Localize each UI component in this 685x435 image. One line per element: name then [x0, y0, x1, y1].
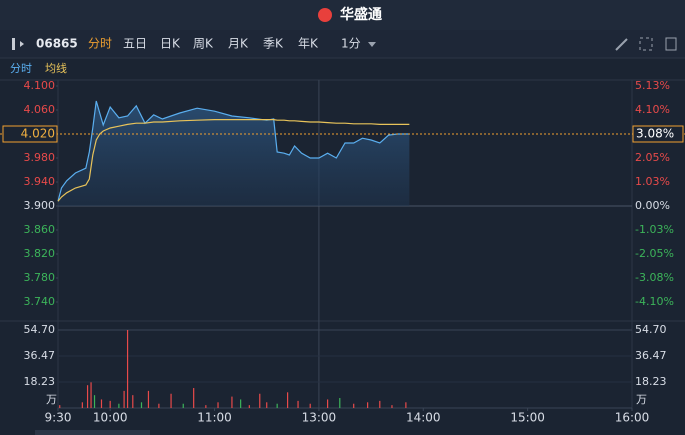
- y2-tick-label: 0.00%: [635, 199, 670, 212]
- y-tick-label: 54.70: [635, 323, 667, 336]
- y2-tick-label: -2.05%: [635, 247, 674, 260]
- volume-bar: [170, 393, 172, 408]
- volume-bar: [259, 393, 261, 408]
- dropdown-arrow[interactable]: [368, 42, 376, 47]
- y2-tick-label: -3.08%: [635, 271, 674, 284]
- volume-bar: [59, 405, 61, 408]
- average-line: [57, 119, 410, 202]
- tab[interactable]: 日K: [160, 37, 181, 51]
- legend-average: 均线: [45, 61, 67, 75]
- legend-price: 分时: [10, 62, 32, 75]
- last-change-box: [632, 125, 684, 143]
- logo: [318, 8, 332, 22]
- x-tick-label: 16:00: [615, 411, 650, 425]
- y-tick-label: 3.940: [24, 175, 56, 188]
- volume-bar: [81, 402, 83, 408]
- volume-unit: 万: [636, 393, 647, 406]
- volume-bar: [140, 402, 143, 408]
- y2-tick-label: -4.10%: [635, 295, 674, 308]
- x-tick-label: 15:00: [510, 411, 545, 425]
- y-tick-label: 3.900: [24, 199, 56, 212]
- last-change-label: 3.08%: [636, 127, 674, 141]
- y-tick-label: 3.860: [24, 223, 56, 236]
- x-tick-label: 13:00: [302, 411, 337, 425]
- volume-bar: [93, 395, 96, 408]
- volume-bar: [126, 330, 129, 408]
- volume-bar: [147, 390, 150, 408]
- volume-bar: [205, 405, 207, 408]
- last-price-label: 4.020: [21, 127, 55, 141]
- volume-bar: [118, 403, 120, 408]
- collapse-icon[interactable]: [12, 38, 15, 50]
- volume-bar: [90, 382, 92, 408]
- interval-select[interactable]: 1分: [341, 37, 361, 51]
- y2-tick-label: 1.03%: [635, 175, 670, 188]
- tab[interactable]: 月K: [228, 37, 249, 51]
- volume-bar: [276, 403, 278, 408]
- tab[interactable]: 五日: [123, 37, 147, 51]
- tab[interactable]: 分时: [88, 37, 112, 51]
- volume-bar: [182, 403, 184, 408]
- volume-bar: [309, 403, 311, 408]
- stock-code: 06865: [36, 37, 78, 51]
- volume-bar: [391, 405, 393, 408]
- toolbar: [0, 30, 685, 58]
- volume-bar: [339, 398, 341, 408]
- volume-bar: [353, 403, 355, 408]
- y-tick-label: 4.060: [24, 103, 56, 116]
- volume-bar: [379, 400, 381, 408]
- y-tick-label: 3.780: [24, 271, 56, 284]
- volume-bar: [287, 392, 289, 408]
- y-tick-label: 3.820: [24, 247, 56, 260]
- x-tick-label: 14:00: [406, 411, 441, 425]
- volume-bar: [109, 400, 111, 408]
- volume-bar: [405, 402, 407, 408]
- y-tick-label: 3.980: [24, 151, 56, 164]
- y-tick-label: 18.23: [24, 375, 56, 388]
- collapse-arrow[interactable]: [20, 41, 24, 47]
- volume-bar: [231, 396, 233, 408]
- volume-bar: [193, 388, 195, 408]
- expand-icon[interactable]: [639, 37, 653, 51]
- side-icon[interactable]: [665, 37, 677, 51]
- volume-bar: [100, 399, 103, 408]
- volume-bar: [266, 402, 268, 408]
- tab[interactable]: 周K: [193, 37, 214, 51]
- y-tick-label: 4.100: [24, 79, 56, 92]
- volume-bar: [367, 402, 369, 408]
- volume-bar: [217, 402, 219, 408]
- price-area: [58, 101, 410, 206]
- y-tick-label: 54.70: [24, 323, 56, 336]
- volume-bar: [327, 399, 329, 408]
- price-line: [57, 100, 410, 202]
- volume-unit: 万: [46, 393, 57, 406]
- x-tick-label: 10:00: [93, 411, 128, 425]
- draw-icon[interactable]: [615, 38, 628, 51]
- y-tick-label: 36.47: [635, 349, 667, 362]
- last-price-box: [2, 125, 58, 143]
- y-tick-label: 18.23: [635, 375, 667, 388]
- volume-bar: [86, 385, 89, 408]
- y2-tick-label: 5.13%: [635, 79, 670, 92]
- y2-tick-label: 4.10%: [635, 103, 670, 116]
- header-title: 华盛通: [340, 6, 382, 23]
- volume-bar: [123, 390, 125, 408]
- volume-bar: [132, 395, 134, 408]
- x-tick-label: 11:00: [197, 411, 232, 425]
- x-tick-label: 9:30: [45, 411, 72, 425]
- y-tick-label: 36.47: [24, 349, 56, 362]
- header-bar: [0, 0, 685, 30]
- tab[interactable]: 年K: [298, 37, 319, 51]
- tab[interactable]: 季K: [263, 37, 284, 51]
- y2-tick-label: -1.03%: [635, 223, 674, 236]
- volume-bar: [248, 405, 250, 408]
- y2-tick-label: 2.05%: [635, 151, 670, 164]
- y-tick-label: 3.740: [24, 295, 56, 308]
- volume-bar: [297, 400, 299, 408]
- scrollbar[interactable]: [35, 430, 150, 435]
- volume-bar: [158, 403, 160, 408]
- volume-bar: [240, 399, 242, 408]
